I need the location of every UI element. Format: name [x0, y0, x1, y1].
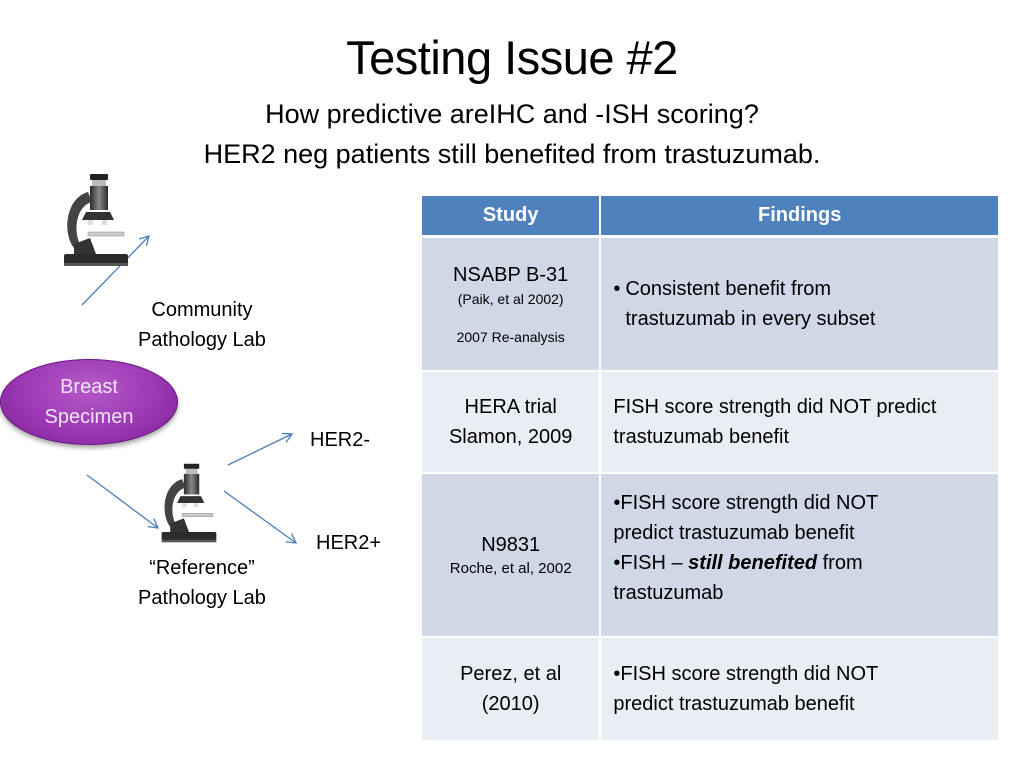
reference-lab-line1: “Reference”: [149, 557, 255, 579]
study-note: 2007 Re-analysis: [456, 329, 565, 345]
table-header-row: Study Findings: [422, 196, 998, 235]
specimen-line2: Specimen: [44, 406, 134, 428]
finding-line: trastuzumab: [613, 582, 724, 604]
study-name: N9831: [481, 534, 541, 556]
flow-arrows: [81, 235, 298, 544]
study-cell: NSABP B-31 (Paik, et al 2002) 2007 Re-an…: [422, 238, 600, 370]
study-name: NSABP B-31: [453, 264, 569, 286]
studies-table: Study Findings NSABP B-31 (Paik, et al 2…: [422, 196, 998, 742]
arrow-icon: [86, 474, 160, 529]
findings-cell: • Consistent benefit from trastuzumab in…: [601, 238, 998, 370]
community-lab-label: Community Pathology Lab: [112, 295, 292, 355]
microscope-icon: [161, 463, 217, 543]
finding-line: Consistent benefit from: [625, 278, 832, 300]
study-citation: (Paik, et al 2002): [457, 291, 564, 307]
findings-cell: •FISH score strength did NOT predict tra…: [601, 638, 998, 740]
study-cell: Perez, et al (2010): [422, 638, 600, 740]
finding-line: trastuzumab in every subset: [625, 308, 876, 330]
slide-subtitle-statement: HER2 neg patients still benefited from t…: [203, 139, 821, 169]
slide-title: Testing Issue #2: [346, 31, 678, 84]
table-row: Perez, et al (2010) •FISH score strength…: [422, 638, 998, 740]
table-row: HERA trial Slamon, 2009 FISH score stren…: [422, 372, 998, 472]
community-lab-line2: Pathology Lab: [138, 329, 266, 351]
findings-cell: FISH score strength did NOT predict tras…: [601, 372, 998, 472]
study-citation: Roche, et al, 2002: [449, 560, 572, 577]
table-row: NSABP B-31 (Paik, et al 2002) 2007 Re-an…: [422, 238, 998, 370]
arrow-icon: [81, 235, 150, 306]
finding-line: •FISH score strength did NOT: [613, 492, 879, 514]
header-findings: Findings: [601, 196, 998, 235]
study-name: Perez, et al: [460, 663, 562, 685]
finding-line: predict trastuzumab benefit: [613, 522, 855, 544]
study-citation: (2010): [481, 693, 540, 715]
reference-lab-line2: Pathology Lab: [138, 587, 266, 609]
breast-specimen-node: Breast Specimen: [0, 359, 178, 445]
her2-positive-label: HER2+: [316, 532, 382, 554]
arrow-icon: [227, 432, 294, 466]
finding-item: • Consistent benefit from trastuzumab in…: [613, 274, 990, 334]
reference-lab-label: “Reference” Pathology Lab: [112, 553, 292, 613]
study-citation: Slamon, 2009: [448, 426, 573, 448]
finding-suffix: from: [817, 552, 863, 574]
arrow-icon: [223, 490, 298, 544]
bullet-icon: •: [613, 278, 621, 300]
finding-line: trastuzumab benefit: [613, 426, 790, 448]
finding-prefix: •FISH –: [613, 552, 689, 574]
finding-text: Consistent benefit from trastuzumab in e…: [625, 274, 875, 334]
table-row: N9831 Roche, et al, 2002 •FISH score str…: [422, 474, 998, 636]
finding-line: •FISH score strength did NOT: [613, 663, 879, 685]
finding-line: predict trastuzumab benefit: [613, 693, 855, 715]
study-name: HERA trial: [464, 396, 557, 418]
community-lab-line1: Community: [151, 299, 253, 321]
her2-negative-label: HER2-: [310, 429, 371, 451]
finding-emphasis: still benefited: [688, 552, 818, 574]
header-study: Study: [422, 196, 600, 235]
study-cell: HERA trial Slamon, 2009: [422, 372, 600, 472]
finding-line: •FISH – still benefited from: [613, 548, 990, 578]
slide-subtitle-question: How predictive areIHC and -ISH scoring?: [265, 99, 759, 129]
specimen-line1: Breast: [60, 376, 118, 398]
finding-line: FISH score strength did NOT predict: [613, 396, 937, 418]
study-cell: N9831 Roche, et al, 2002: [422, 474, 600, 636]
findings-cell: •FISH score strength did NOT predict tra…: [601, 474, 998, 636]
microscope-icon: [64, 174, 128, 266]
